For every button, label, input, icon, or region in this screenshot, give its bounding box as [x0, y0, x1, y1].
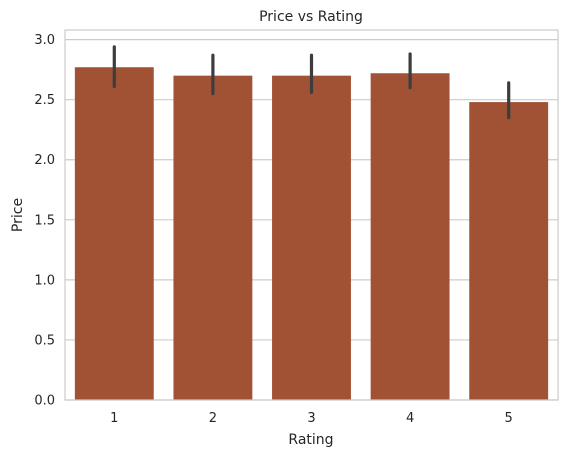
bar-rating-2	[173, 75, 253, 400]
bar-rating-5	[469, 102, 549, 401]
x-tick-label: 4	[406, 411, 414, 426]
y-tick-label: 1.5	[34, 213, 55, 228]
y-tick-label: 2.0	[34, 153, 55, 168]
error-bars	[112, 45, 511, 120]
y-tick-label: 1.0	[34, 273, 55, 288]
bar-rating-3	[272, 75, 351, 400]
bar-rating-1	[74, 67, 154, 400]
x-tick-label: 3	[307, 411, 315, 426]
x-tick-label: 2	[209, 411, 217, 426]
x-tick-labels: 1 2 3 4 5	[110, 411, 513, 426]
y-tick-label: 0.5	[34, 333, 55, 348]
y-axis-label: Price	[10, 198, 26, 232]
x-tick-label: 5	[505, 411, 513, 426]
bars	[74, 67, 549, 401]
x-tick-label: 1	[110, 411, 118, 426]
y-tick-label: 2.5	[34, 93, 55, 108]
x-axis-label: Rating	[288, 432, 333, 448]
chart-title: Price vs Rating	[259, 9, 363, 25]
bar-rating-4	[370, 73, 450, 400]
plot-frame	[64, 29, 559, 401]
y-tick-label: 3.0	[34, 33, 55, 48]
y-tick-labels: 0.0 0.5 1.0 1.5 2.0 2.5 3.0	[34, 33, 55, 408]
y-tick-label: 0.0	[34, 394, 55, 409]
